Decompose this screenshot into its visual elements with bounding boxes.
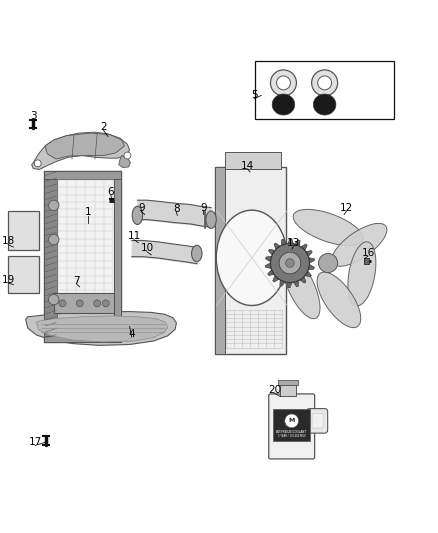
Polygon shape	[45, 133, 124, 159]
Text: 7: 7	[74, 276, 80, 286]
Text: 16: 16	[361, 248, 374, 257]
Ellipse shape	[317, 272, 361, 328]
Text: 10: 10	[140, 243, 153, 253]
Circle shape	[311, 70, 338, 96]
Text: 5: 5	[251, 90, 258, 100]
Bar	[113, 171, 121, 342]
Polygon shape	[274, 243, 280, 249]
Circle shape	[49, 294, 59, 305]
Bar	[44, 171, 121, 179]
Circle shape	[76, 300, 83, 307]
Text: 9: 9	[200, 203, 207, 213]
Bar	[255, 61, 394, 119]
Text: 13: 13	[287, 238, 300, 248]
Ellipse shape	[348, 242, 376, 306]
Polygon shape	[273, 276, 279, 282]
FancyBboxPatch shape	[312, 414, 323, 428]
Ellipse shape	[132, 206, 143, 224]
Text: 19: 19	[2, 274, 15, 285]
Polygon shape	[308, 264, 314, 270]
Circle shape	[276, 76, 290, 90]
Polygon shape	[268, 249, 275, 255]
Ellipse shape	[293, 209, 363, 246]
Bar	[54, 293, 114, 313]
Circle shape	[49, 200, 59, 211]
Polygon shape	[36, 316, 168, 342]
Polygon shape	[306, 251, 312, 256]
Circle shape	[34, 160, 41, 167]
Text: 8: 8	[173, 204, 180, 214]
Polygon shape	[300, 277, 306, 283]
Bar	[215, 167, 286, 354]
Polygon shape	[293, 280, 299, 287]
Polygon shape	[313, 94, 336, 115]
Text: 11: 11	[127, 231, 141, 241]
Polygon shape	[301, 244, 307, 251]
Polygon shape	[286, 282, 292, 288]
Polygon shape	[265, 263, 271, 269]
Polygon shape	[119, 156, 131, 168]
Bar	[280, 385, 296, 395]
Text: 14: 14	[241, 160, 254, 171]
Polygon shape	[265, 256, 272, 262]
Text: 20: 20	[268, 385, 281, 395]
Polygon shape	[288, 238, 293, 244]
Text: 6: 6	[108, 187, 114, 197]
Text: 18: 18	[2, 236, 15, 246]
Bar	[44, 171, 57, 342]
FancyBboxPatch shape	[307, 409, 328, 433]
Circle shape	[285, 414, 299, 428]
Bar	[44, 336, 121, 342]
Circle shape	[270, 70, 297, 96]
Circle shape	[94, 300, 101, 307]
Ellipse shape	[216, 210, 287, 305]
Circle shape	[102, 300, 109, 307]
Ellipse shape	[283, 255, 320, 319]
Polygon shape	[295, 240, 300, 246]
Text: 1: 1	[85, 207, 92, 217]
Circle shape	[318, 254, 338, 272]
Text: 12: 12	[340, 203, 353, 213]
Bar	[44, 171, 121, 342]
Bar	[278, 380, 298, 385]
Polygon shape	[225, 152, 281, 169]
Polygon shape	[281, 239, 286, 246]
Text: 17: 17	[28, 437, 42, 447]
Circle shape	[49, 235, 59, 245]
Polygon shape	[272, 94, 295, 115]
Circle shape	[270, 244, 310, 282]
Bar	[273, 409, 311, 441]
Polygon shape	[32, 132, 130, 169]
FancyBboxPatch shape	[269, 394, 314, 459]
Polygon shape	[305, 271, 311, 277]
Ellipse shape	[206, 211, 216, 228]
Bar	[364, 259, 369, 264]
Text: 4: 4	[128, 329, 135, 338]
Bar	[215, 167, 225, 354]
Polygon shape	[268, 270, 274, 276]
Bar	[8, 256, 39, 293]
Bar	[8, 211, 39, 250]
Circle shape	[286, 259, 294, 268]
Ellipse shape	[332, 223, 387, 266]
Ellipse shape	[191, 245, 202, 262]
Text: 2: 2	[100, 122, 107, 132]
Text: 5 YEAR / 100,000 MILE: 5 YEAR / 100,000 MILE	[278, 434, 306, 438]
Circle shape	[124, 152, 131, 159]
Circle shape	[318, 76, 332, 90]
Text: M: M	[289, 418, 295, 423]
Circle shape	[279, 252, 301, 274]
Text: ANTIFREEZE/COOLANT: ANTIFREEZE/COOLANT	[276, 430, 307, 434]
Polygon shape	[280, 280, 285, 286]
Polygon shape	[25, 312, 177, 345]
Text: 3: 3	[30, 111, 37, 121]
Circle shape	[59, 300, 66, 307]
Text: 9: 9	[138, 203, 145, 213]
Polygon shape	[309, 257, 314, 263]
